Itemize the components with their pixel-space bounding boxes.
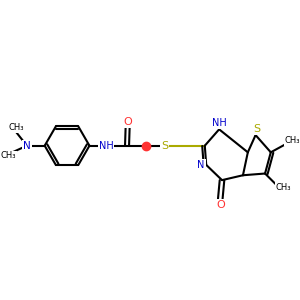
Text: S: S <box>161 141 169 151</box>
Text: N: N <box>197 160 205 170</box>
Text: N: N <box>23 141 31 151</box>
Text: O: O <box>123 117 132 127</box>
Text: CH₃: CH₃ <box>285 136 300 145</box>
Text: CH₃: CH₃ <box>1 151 16 160</box>
Text: CH₃: CH₃ <box>8 123 24 132</box>
Text: O: O <box>216 200 225 209</box>
Text: S: S <box>254 124 261 134</box>
Text: NH: NH <box>212 118 226 128</box>
Text: NH: NH <box>99 141 113 151</box>
Text: CH₃: CH₃ <box>276 182 291 191</box>
